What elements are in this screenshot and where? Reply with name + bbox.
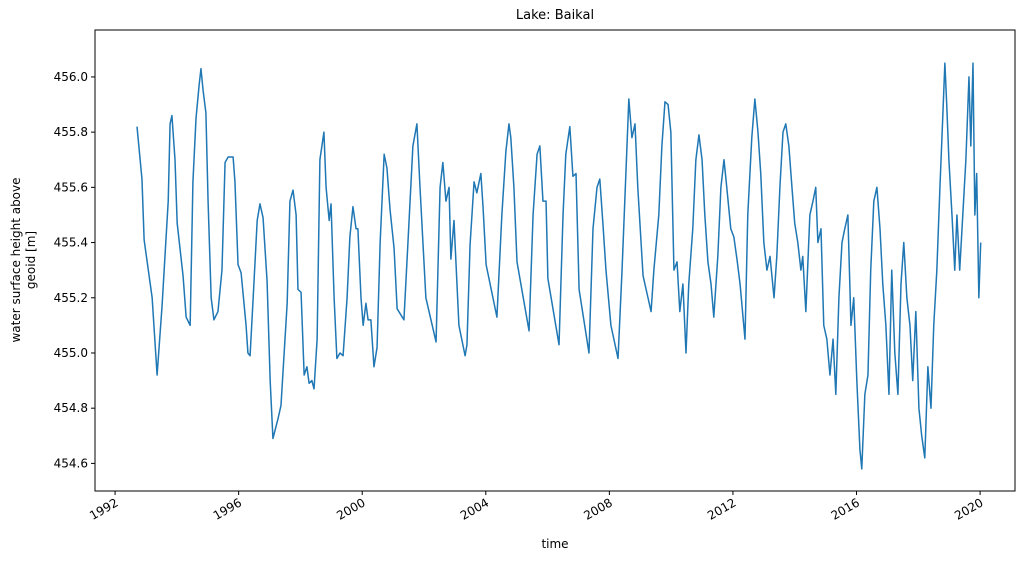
plot-frame [94, 29, 1016, 492]
x-tick-label: 2012 [705, 495, 738, 522]
x-tick-label: 2008 [581, 495, 614, 522]
y-tick-label: 455.0 [54, 346, 88, 360]
chart-title: Lake: Baikal [516, 8, 594, 23]
y-axis-label: water surface height above [9, 177, 23, 342]
y-tick-label: 454.6 [54, 456, 88, 470]
y-tick-label: 455.2 [54, 291, 88, 305]
y-tick-label: 456.0 [54, 70, 88, 84]
x-tick-label: 1992 [87, 495, 120, 522]
data-line [136, 62, 982, 470]
x-tick-label: 2016 [829, 495, 862, 522]
y-tick-label: 455.4 [54, 236, 88, 250]
y-axis-label: geoid [m] [24, 231, 38, 289]
x-axis-label: time [541, 537, 568, 551]
y-tick-label: 454.8 [54, 401, 88, 415]
x-tick-label: 1996 [211, 495, 244, 522]
x-tick-label: 2004 [458, 495, 491, 522]
y-tick-label: 455.8 [54, 125, 88, 139]
x-tick-label: 2020 [952, 495, 985, 522]
y-tick-label: 455.6 [54, 180, 88, 194]
x-tick-label: 2000 [334, 495, 367, 522]
